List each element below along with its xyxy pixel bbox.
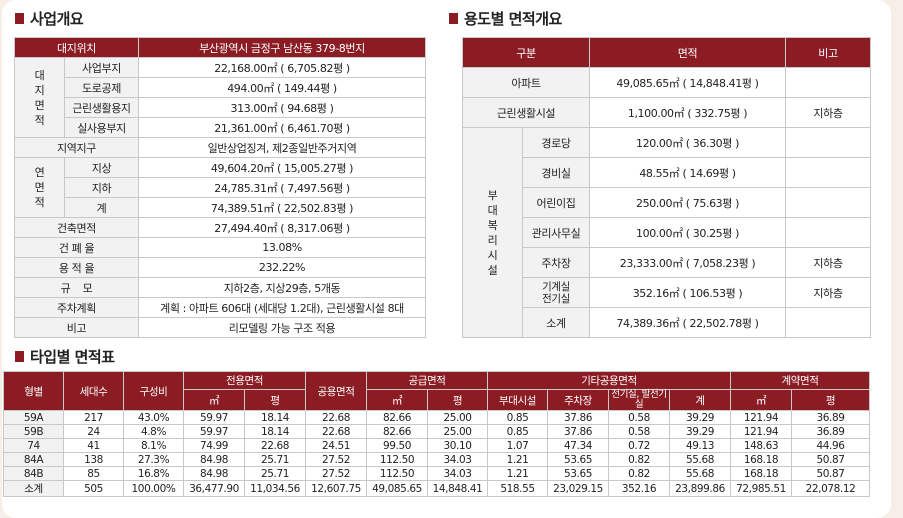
title-marker — [15, 13, 24, 24]
title-marker — [449, 13, 458, 24]
table-row: 건 폐 율 13.08% — [14, 237, 426, 258]
table-row: 근린생활시설 1,100.00㎡ ( 332.75평 ) 지하층 — [462, 97, 871, 128]
table-row: 용 적 율 232.22% — [14, 257, 426, 278]
table-row: 규 모 지하2층, 지상29층, 5개동 — [14, 277, 426, 298]
table-header-row: 형별 세대수 구성비 전용면적 공용면적 공급면적 기타공용면적 계약면적 — [3, 371, 870, 411]
table-row: 84B 85 16.8% 84.98 25.71 27.52 112.50 34.03 1.21… — [3, 466, 870, 481]
table-row: 어린이집 250.00㎡ ( 75.63평 ) — [463, 187, 871, 218]
title-marker — [15, 351, 24, 362]
table-row: 지하 24,785.31㎡ ( 7,497.56평 ) — [15, 177, 426, 198]
table-header-row: ㎡ 평 ㎡ 평 부대시설 주차장 전기실, 발전기 실 계 ㎡ 평 — [4, 389, 870, 411]
table-row: 84A 138 27.3% 84.98 25.71 27.52 112.50 34.03 1.2… — [3, 452, 870, 467]
table-row: 74 41 8.1% 74.99 22.68 24.51 99.50 30.10 1.07 47.… — [3, 438, 870, 453]
table-row: 대지위치 부산광역시 금정구 남산동 379-8번지 — [14, 37, 426, 58]
table-row: 경비실 48.55㎡ ( 14.69평 ) — [463, 157, 871, 188]
table-row: 실사용부지 21,361.00㎡ ( 6,461.70평 ) — [15, 117, 426, 138]
business-overview-title: 사업개요 — [15, 8, 84, 29]
table-row: 지역지구 일반상업징겨, 제2종일반주거지역 — [14, 137, 426, 158]
table-row: 비고 리모델링 가능 구조 적용 — [14, 317, 426, 338]
usage-area-table: 구분 면적 비고 아파트 49,085.65㎡ ( 14,848.41평 ) 근린생활… — [462, 37, 871, 338]
table-row: 소계 505 100.00% 36,477.90 11,034.56 12,607.75 4… — [3, 480, 870, 497]
table-row: 건축면적 27,494.40㎡ ( 8,317.06평 ) — [14, 217, 426, 238]
table-row: 기계실 전기실 352.16㎡ ( 106.53평 ) 지하층 — [463, 277, 871, 308]
type-area-table: 형별 세대수 구성비 전용면적 공용면적 공급면적 기타공용면적 계약면적 ㎡ 평… — [3, 371, 870, 497]
table-row: 관리사무실 100.00㎡ ( 30.25평 ) — [463, 217, 871, 248]
table-row: 아파트 49,085.65㎡ ( 14,848.41평 ) — [462, 67, 871, 98]
table-row: 59B 24 4.8% 59.97 18.14 22.68 82.66 25.00 0.85 37… — [3, 424, 870, 439]
table-row: 소계 74,389.36㎡ ( 22,502.78평 ) — [463, 307, 871, 338]
table-row: 구분 면적 비고 — [462, 37, 871, 68]
electric-room-header: 전기실, 발전기 실 — [608, 389, 670, 411]
machine-electric-room-label: 기계실 전기실 — [522, 277, 590, 308]
table-row: 주차장 23,333.00㎡ ( 7,058.23평 ) 지하층 — [463, 247, 871, 278]
table-row: 주차계획 계획 : 아파트 606대 (세대당 1.2대), 근린생활시설 8대 — [14, 297, 426, 318]
table-row: 도로공제 494.00㎡ ( 149.44평 ) — [15, 77, 426, 98]
type-area-title: 타입별 면적표 — [15, 346, 115, 367]
table-row: 계 74,389.51㎡ ( 22,502.83평 ) — [15, 197, 426, 218]
table-row: 59A 217 43.0% 59.97 18.14 22.68 82.66 25.00 0.85… — [3, 410, 870, 425]
usage-overview-title: 용도별 면적개요 — [449, 8, 562, 29]
table-row: 근린생활용지 313.00㎡ ( 94.68평 ) — [15, 97, 426, 118]
